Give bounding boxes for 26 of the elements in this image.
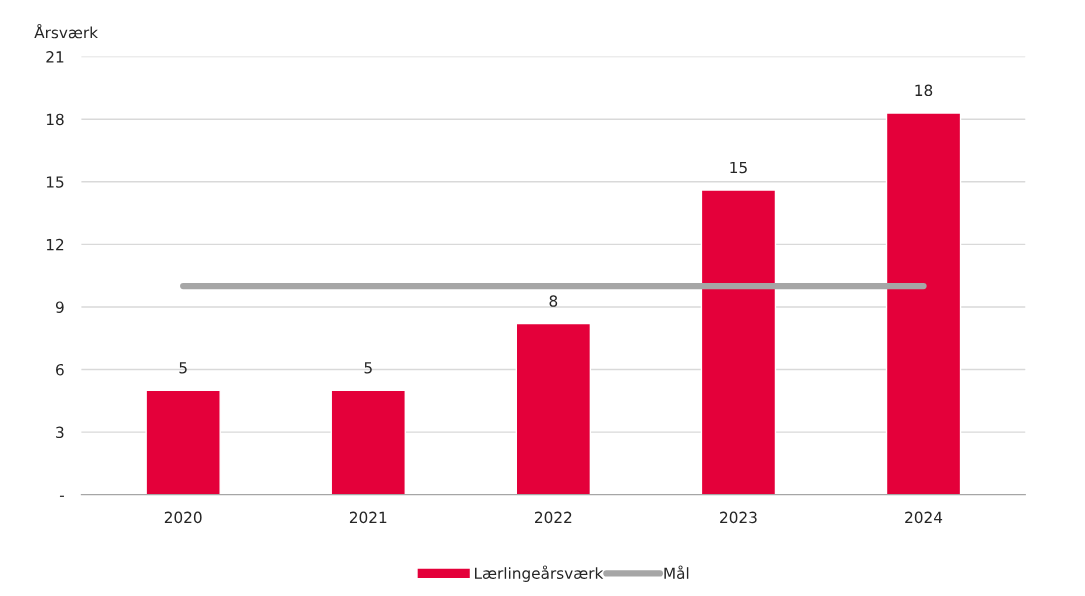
data-label: 15 [730,161,747,174]
y-tick-label: 15 [46,176,64,188]
data-label: 5 [364,362,372,374]
data-label: 5 [179,362,187,374]
x-tick-label: 2024 [905,511,943,524]
y-tick-label: 6 [56,363,64,376]
bar [145,389,221,495]
data-label: 8 [549,295,558,307]
bar [885,112,962,495]
data-label: 18 [915,84,933,97]
x-tick-label: 2023 [720,511,757,524]
y-tick-label: 9 [55,301,64,313]
bar [700,189,777,495]
y-tick-label: 3 [56,426,64,439]
x-tick-label: 2020 [164,511,202,524]
x-tick-label: 2021 [349,511,387,524]
x-tick-label: 2022 [535,511,572,524]
y-tick-label: 18 [46,113,64,126]
y-tick-label: 12 [46,238,64,251]
legend-label: Lærlingeårsværk [475,565,604,582]
legend-label: Mål [664,565,689,580]
y-axis-title: Årsværk [34,23,98,39]
y-tick-label: - [59,495,64,497]
y-tick-label: 21 [46,51,64,63]
bar [515,322,592,495]
bar [330,389,406,495]
